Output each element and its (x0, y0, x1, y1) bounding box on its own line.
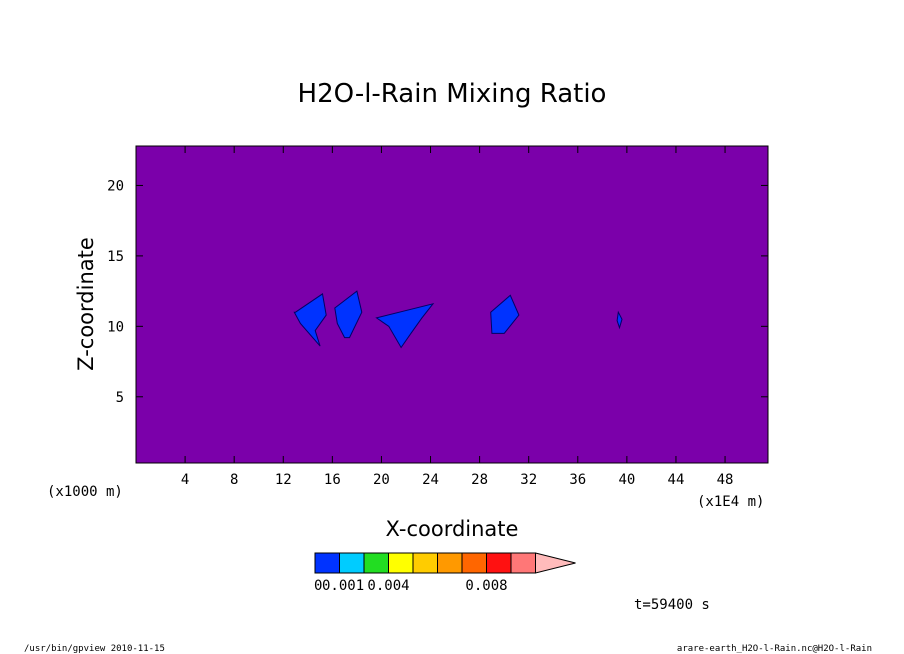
x-tick-label: 44 (668, 472, 685, 488)
colorbar-swatch (412, 552, 438, 574)
x-tick-label: 32 (520, 472, 537, 488)
rain-cell-5 (616, 310, 623, 330)
plot-frame (135, 145, 769, 464)
x-unit-right: (x1E4 m) (697, 494, 764, 510)
colorbar-swatch (461, 552, 487, 574)
x-tick-label: 36 (569, 472, 586, 488)
chart-title: H2O-l-Rain Mixing Ratio (298, 79, 607, 109)
x-axis-label: X-coordinate (386, 517, 519, 541)
colorbar-swatch (339, 552, 365, 574)
x-tick-label: 8 (230, 472, 238, 488)
contour-cells (293, 290, 623, 349)
colorbar-extend-arrow (535, 552, 576, 574)
colorbar-label: 0.001 (322, 578, 364, 594)
colorbar: 0 0.001 0.004 0.008 (314, 552, 576, 594)
colorbar-swatch (363, 552, 389, 574)
colorbar-label: 0.004 (367, 578, 409, 594)
x-tick-label: 24 (422, 472, 439, 488)
plot-area (136, 146, 768, 463)
y-tick-label: 20 (107, 178, 124, 194)
colorbar-label: 0.008 (465, 578, 507, 594)
x-tick-label: 12 (275, 472, 292, 488)
colorbar-label-zero: 0 (314, 578, 322, 594)
y-axis: 5 10 15 20 (107, 178, 768, 406)
y-tick-label: 5 (116, 390, 124, 406)
colorbar-swatch (314, 552, 340, 574)
colorbar-swatch (486, 552, 512, 574)
x-tick-label: 40 (618, 472, 635, 488)
colorbar-swatch (388, 552, 414, 574)
rain-cell-4 (490, 294, 520, 334)
x-tick-label: 20 (373, 472, 390, 488)
time-label: t=59400 s (634, 597, 710, 613)
rain-cell-1 (293, 293, 327, 347)
y-tick-label: 10 (107, 319, 124, 335)
x-axis: 4 8 12 16 20 24 28 32 36 40 44 48 (181, 146, 734, 488)
y-tick-label: 15 (107, 249, 124, 265)
y-axis-label: Z-coordinate (74, 237, 98, 371)
x-unit-left: (x1000 m) (47, 484, 123, 500)
x-tick-label: 28 (471, 472, 488, 488)
x-tick-label: 16 (324, 472, 341, 488)
x-tick-label: 48 (717, 472, 734, 488)
footer-left: /usr/bin/gpview 2010-11-15 (24, 644, 165, 654)
x-tick-label: 4 (181, 472, 189, 488)
colorbar-swatch (510, 552, 536, 574)
colorbar-swatch (437, 552, 463, 574)
footer-right: arare-earth_H2O-l-Rain.nc@H2O-l-Rain (677, 644, 872, 654)
rain-cell-3 (375, 302, 435, 349)
rain-cell-2 (334, 290, 363, 339)
colorbar-underline (314, 574, 315, 576)
